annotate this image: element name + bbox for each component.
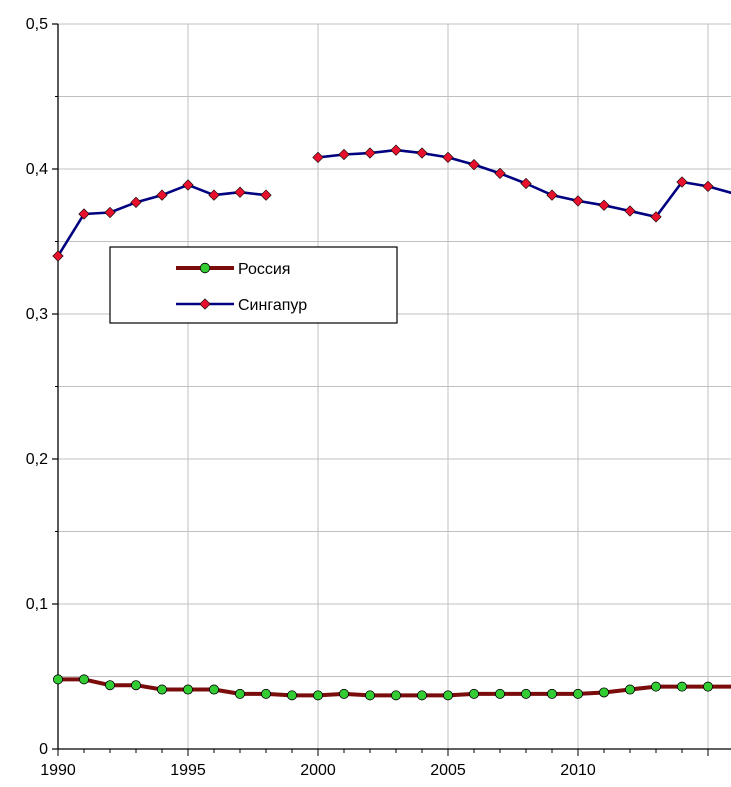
data-point-russia [312,690,323,701]
data-point-singapore [312,151,324,164]
data-point-singapore [572,195,584,207]
data-point-russia [53,674,64,685]
legend-box [109,246,398,324]
data-point-singapore [650,211,662,223]
data-point-russia [651,681,662,692]
data-point-singapore [390,144,402,156]
data-point-singapore [624,205,636,217]
data-point-russia [573,688,584,699]
x-tick-label: 2000 [300,762,336,779]
gridlines [58,23,731,749]
data-point-singapore [156,189,168,201]
data-point-russia [521,688,532,699]
data-point-russia [703,681,714,692]
data-point-russia [260,688,271,699]
x-tick-label: 2005 [430,762,466,779]
legend: Россия Сингапур [109,246,398,324]
data-point-russia [338,688,349,699]
data-point-singapore [260,189,272,201]
data-point-singapore [520,177,532,190]
data-point-russia [105,680,116,691]
data-point-singapore [364,147,376,159]
y-tick-label: 0,3 [26,306,48,323]
data-point-russia [156,684,167,695]
data-point-singapore [234,186,246,198]
data-point-singapore [546,189,558,201]
data-point-singapore [52,250,64,262]
legend-label-russia: Россия [238,261,290,278]
data-point-russia [208,684,219,695]
data-point-russia [416,690,427,701]
data-point-russia [182,684,193,695]
data-point-russia [547,688,558,699]
y-tick-label: 0,5 [26,16,48,33]
data-point-russia [677,681,688,692]
series-lines [56,148,731,698]
data-point-russia [286,690,297,701]
data-point-singapore [130,196,142,208]
data-point-singapore [78,208,90,220]
legend-marker-russia [199,262,211,274]
x-tick-label: 2010 [560,762,596,779]
data-point-singapore [494,167,506,179]
data-point-singapore [416,147,428,159]
y-tick-label: 0,4 [26,161,48,178]
data-point-singapore [468,159,480,171]
series-markers [52,144,714,701]
x-tick-label: 1995 [170,762,206,779]
y-tick-label: 0,2 [26,451,48,468]
data-point-russia [625,684,636,695]
data-point-russia [494,688,505,699]
data-point-singapore [338,148,350,161]
data-point-singapore [442,151,454,164]
data-point-russia [599,687,610,698]
data-point-russia [234,688,245,699]
data-point-singapore [676,176,688,188]
legend-label-singapore: Сингапур [238,297,307,314]
legend-marker-singapore [199,298,211,310]
data-point-russia [364,690,375,701]
data-point-singapore [208,189,220,201]
data-point-singapore [702,180,714,193]
data-point-russia [130,680,141,691]
tick-labels: 0 0,1 0,2 0,3 0,4 0,5 1990 1995 2000 2005 2010 [26,16,596,779]
data-point-russia [468,688,479,699]
data-point-russia [390,690,401,701]
y-tick-label: 0,1 [26,596,48,613]
y-tick-label: 0 [39,741,48,758]
data-point-singapore [598,199,610,211]
axes [52,23,731,756]
x-tick-label: 1990 [40,762,76,779]
data-point-singapore [182,179,194,191]
data-point-singapore [104,206,116,219]
data-point-russia [442,690,453,701]
data-point-russia [79,674,90,685]
